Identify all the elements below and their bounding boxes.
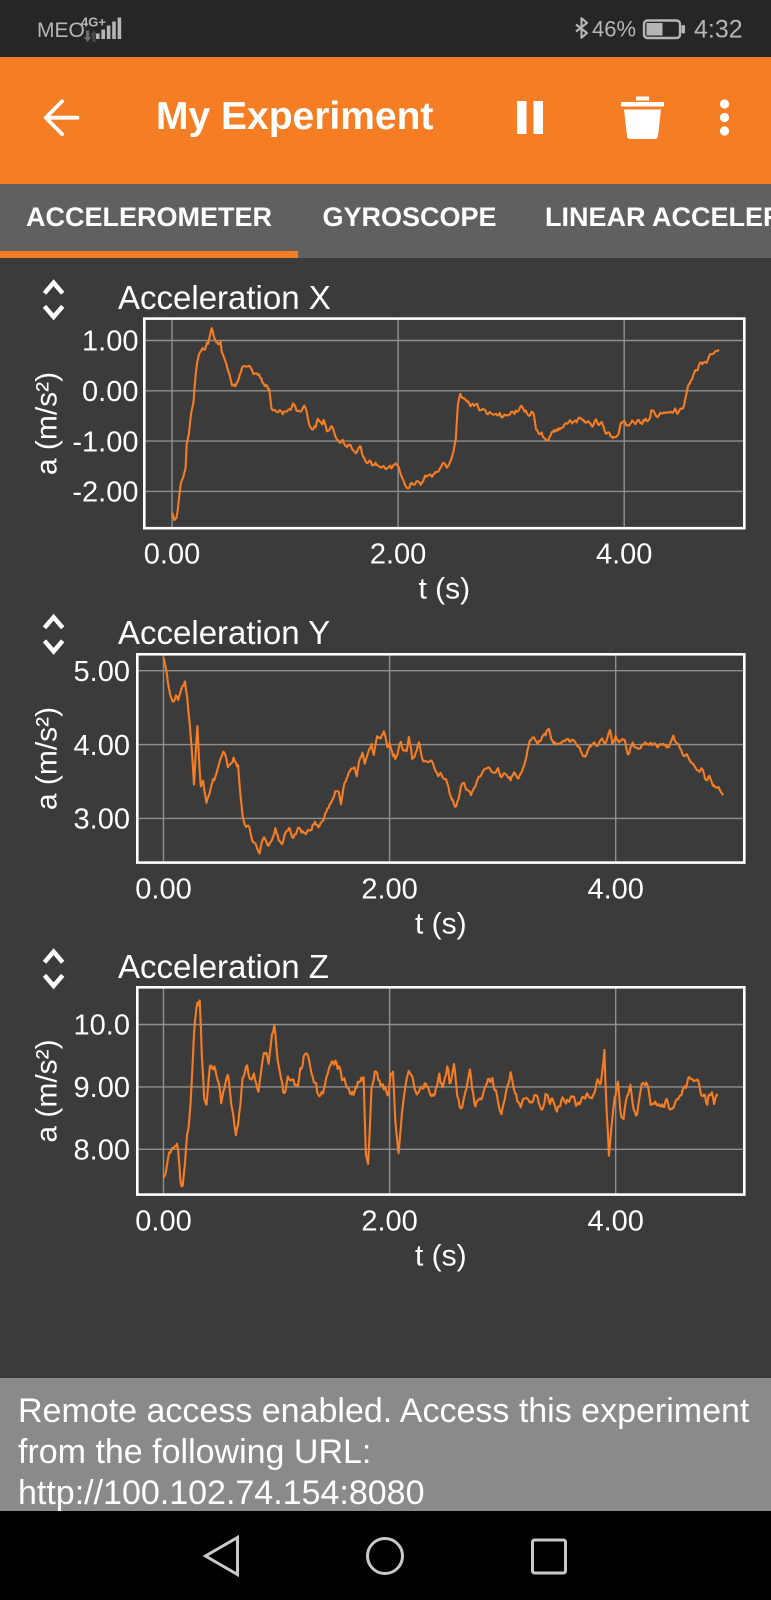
svg-text:5.00: 5.00 xyxy=(74,656,130,688)
svg-text:8.00: 8.00 xyxy=(74,1135,130,1167)
svg-text:4.00: 4.00 xyxy=(587,874,643,906)
svg-text:2.00: 2.00 xyxy=(370,539,426,571)
svg-text:t (s): t (s) xyxy=(415,908,467,941)
svg-text:0.00: 0.00 xyxy=(144,539,200,571)
svg-text:10.0: 10.0 xyxy=(74,1010,130,1042)
svg-text:t (s): t (s) xyxy=(415,1240,467,1273)
svg-text:46%: 46% xyxy=(592,17,636,42)
svg-text:a (m/s²): a (m/s²) xyxy=(31,1039,64,1142)
svg-text:4.00: 4.00 xyxy=(587,1206,643,1238)
svg-text:Acceleration Y: Acceleration Y xyxy=(118,614,330,651)
svg-text:2.00: 2.00 xyxy=(361,874,417,906)
svg-text:4:32: 4:32 xyxy=(694,16,743,44)
svg-text:Acceleration X: Acceleration X xyxy=(118,279,331,316)
svg-text:a (m/s²): a (m/s²) xyxy=(31,372,64,475)
svg-text:-1.00: -1.00 xyxy=(72,426,138,458)
svg-text:4.00: 4.00 xyxy=(74,730,130,762)
svg-text:-2.00: -2.00 xyxy=(72,477,138,509)
svg-text:Acceleration Z: Acceleration Z xyxy=(118,948,329,985)
svg-text:4.00: 4.00 xyxy=(596,539,652,571)
svg-text:0.00: 0.00 xyxy=(135,874,191,906)
svg-text:1.00: 1.00 xyxy=(82,326,138,358)
svg-text:0.00: 0.00 xyxy=(135,1206,191,1238)
svg-text:0.00: 0.00 xyxy=(82,376,138,408)
svg-text:4G+: 4G+ xyxy=(81,15,106,30)
svg-text:3.00: 3.00 xyxy=(74,804,130,836)
svg-text:2.00: 2.00 xyxy=(361,1206,417,1238)
svg-text:9.00: 9.00 xyxy=(74,1072,130,1104)
svg-text:a (m/s²): a (m/s²) xyxy=(31,707,64,810)
svg-text:MEO: MEO xyxy=(37,19,85,42)
svg-text:t (s): t (s) xyxy=(418,573,470,606)
